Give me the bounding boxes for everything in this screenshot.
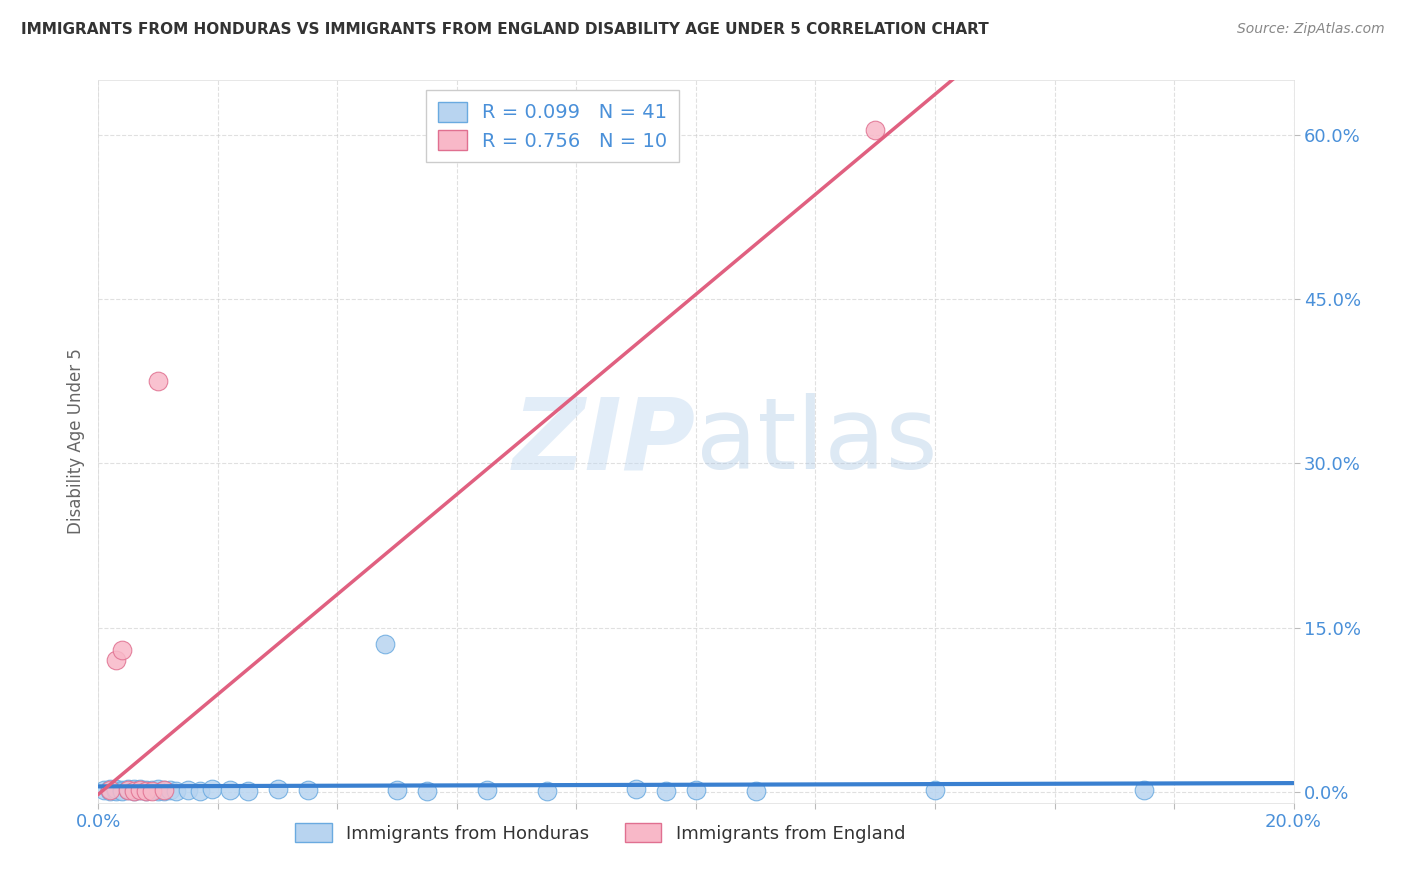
Point [685, 782, 707, 797]
Point [93, 782, 115, 797]
Point [111, 784, 134, 798]
Point [111, 782, 134, 797]
Point [626, 781, 648, 796]
Point [153, 782, 176, 797]
Point [165, 784, 187, 798]
Point [135, 784, 157, 798]
Text: atlas: atlas [696, 393, 938, 490]
Point [536, 784, 558, 798]
Point [148, 374, 170, 388]
Point [129, 781, 152, 796]
Point [201, 781, 224, 796]
Text: IMMIGRANTS FROM HONDURAS VS IMMIGRANTS FROM ENGLAND DISABILITY AGE UNDER 5 CORRE: IMMIGRANTS FROM HONDURAS VS IMMIGRANTS F… [21, 22, 988, 37]
Point [124, 784, 146, 798]
Point [124, 784, 146, 798]
Point [135, 782, 157, 797]
Point [374, 637, 396, 651]
Point [129, 782, 152, 797]
Point [141, 782, 163, 797]
Point [924, 782, 946, 797]
Point [416, 784, 439, 798]
Point [655, 784, 678, 798]
Point [159, 782, 181, 797]
Point [105, 653, 128, 667]
Point [98, 784, 122, 798]
Point [105, 782, 128, 797]
Point [297, 782, 319, 797]
Point [236, 784, 259, 798]
Point [141, 784, 163, 798]
Point [98, 781, 122, 796]
Point [188, 784, 211, 798]
Point [111, 642, 134, 657]
Point [117, 782, 139, 797]
Text: ZIP: ZIP [513, 393, 696, 490]
Point [117, 781, 139, 796]
Point [865, 122, 887, 136]
Point [177, 782, 200, 797]
Point [219, 782, 242, 797]
Legend: Immigrants from Honduras, Immigrants from England: Immigrants from Honduras, Immigrants fro… [287, 814, 914, 852]
Point [153, 782, 176, 797]
Point [475, 782, 498, 797]
Point [105, 784, 128, 798]
Point [267, 781, 290, 796]
Point [135, 784, 157, 798]
Point [117, 782, 139, 797]
Point [105, 781, 128, 796]
Y-axis label: Disability Age Under 5: Disability Age Under 5 [66, 349, 84, 534]
Text: Source: ZipAtlas.com: Source: ZipAtlas.com [1237, 22, 1385, 37]
Point [98, 782, 122, 797]
Point [129, 782, 152, 797]
Point [124, 781, 146, 796]
Point [153, 784, 176, 798]
Point [1133, 782, 1156, 797]
Point [124, 782, 146, 797]
Point [148, 781, 170, 796]
Point [745, 784, 768, 798]
Point [148, 784, 170, 798]
Point [385, 782, 409, 797]
